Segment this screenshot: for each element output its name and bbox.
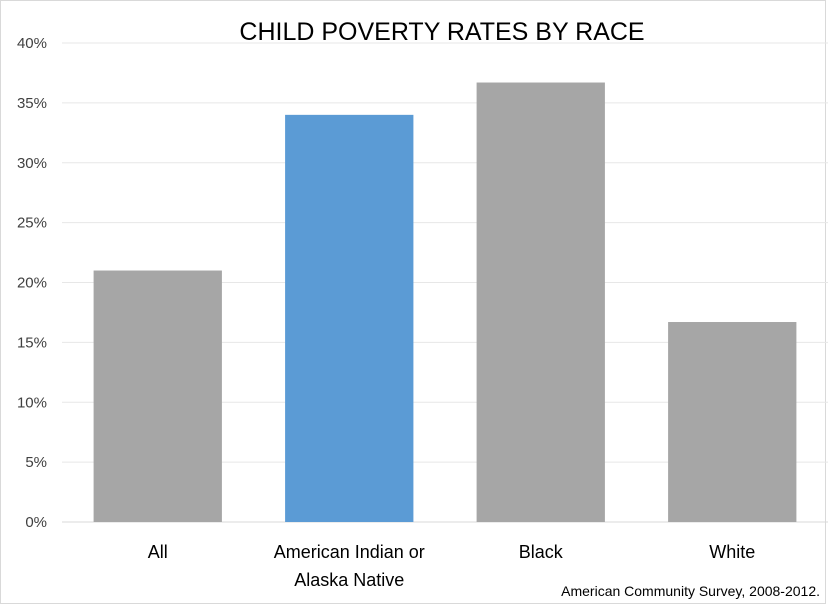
y-tick-label: 25% (17, 215, 47, 232)
bar (285, 114, 414, 522)
bar (476, 82, 605, 522)
y-tick-label: 15% (17, 334, 47, 351)
x-tick-label: American Indian or Alaska Native (274, 542, 425, 590)
y-tick-label: 10% (17, 394, 47, 411)
y-axis: 0% 5% 10% 15% 20% 25% 30% 35% 40% (17, 35, 47, 531)
y-tick-label: 0% (25, 514, 47, 531)
source-note: American Community Survey, 2008-2012. (561, 583, 820, 599)
y-tick-label: 30% (17, 155, 47, 172)
bars (93, 82, 797, 522)
y-tick-label: 20% (17, 275, 47, 292)
x-tick-label: White (709, 542, 755, 562)
y-tick-label: 5% (25, 454, 47, 471)
x-tick-label: All (148, 542, 168, 562)
bar (668, 322, 797, 522)
bar (93, 270, 222, 522)
chart-title: CHILD POVERTY RATES BY RACE (239, 18, 644, 46)
y-tick-label: 35% (17, 95, 47, 112)
x-tick-label: Black (519, 542, 564, 562)
x-axis: All American Indian or Alaska Native Black W… (148, 542, 756, 590)
y-tick-label: 40% (17, 35, 47, 52)
